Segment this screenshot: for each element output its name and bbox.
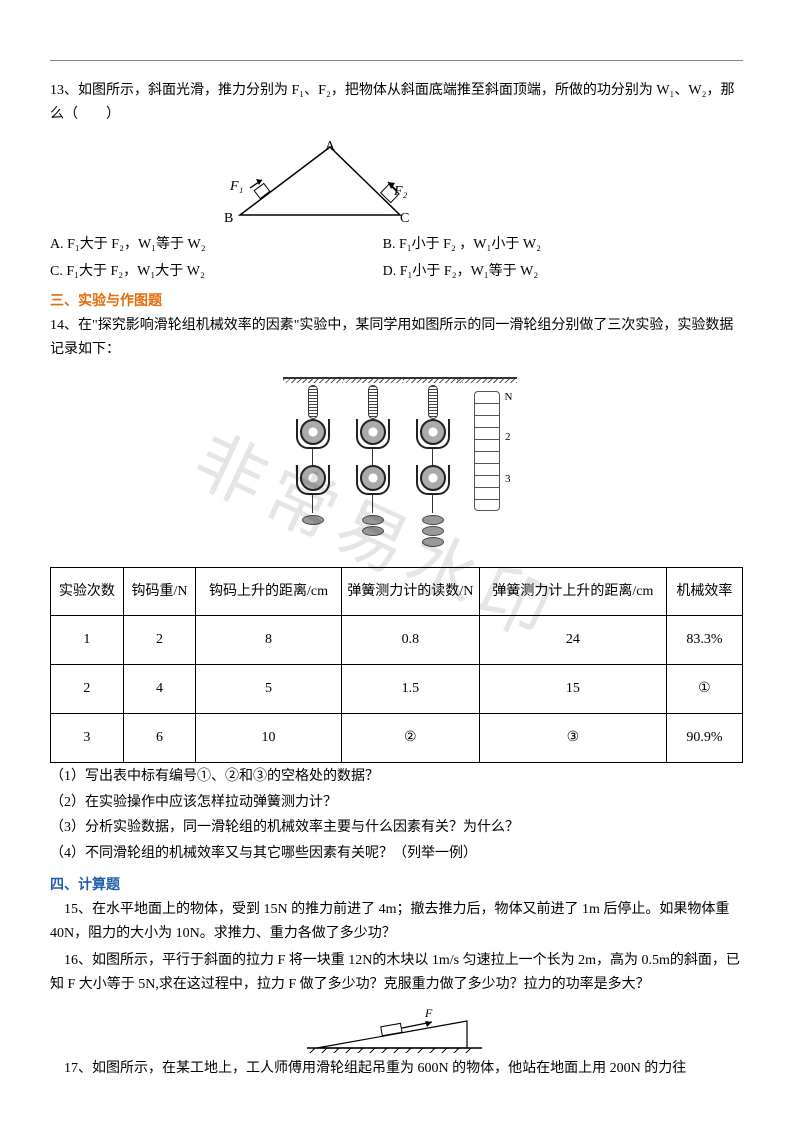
cell: 5 [196,665,341,714]
rope-2b [372,495,373,513]
th-4: 弹簧测力计上升的距离/cm [480,567,667,616]
rope-2 [372,449,373,467]
q13-options-row1: A. F₁大于 F₂，W₁等于 W₂ B. F₁小于 F₂ ，W₁小于 W₂ [50,233,743,257]
force-f1-label: F₁ [230,175,243,199]
cell: 3 [51,713,124,762]
cell: 10 [196,713,341,762]
rope-3 [432,449,433,467]
ruler-n: N [505,388,513,407]
spring-scale-1 [308,385,318,419]
q14-pulley-figure: N 2 3 [267,372,527,547]
ceiling-ruler [457,377,517,383]
th-3: 弹簧测力计的读数/N [341,567,479,616]
rope-1 [312,449,313,467]
cell: 2 [51,665,124,714]
pulley-setup-1 [287,377,339,547]
table-row: 1 2 8 0.8 24 83.3% [51,616,743,665]
ruler-unit: N 2 3 [467,377,507,547]
weights-2 [362,515,384,536]
ruler-2: 2 [505,428,511,447]
cell: 6 [123,713,196,762]
cell: 1 [51,616,124,665]
q14-sub4: （4）不同滑轮组的机械效率又与其它哪些因素有关呢？（列举一例） [50,842,743,866]
spring-scale-3 [428,385,438,419]
option-a: A. F₁大于 F₂，W₁等于 W₂ [50,233,383,257]
table-row: 3 6 10 ② ③ 90.9% [51,713,743,762]
question-13: 13、如图所示，斜面光滑，推力分别为 F₁、F₂，把物体从斜面底端推至斜面顶端，… [50,79,743,127]
cell: ② [341,713,479,762]
pulley-moving-3 [416,465,450,495]
ruler-3: 3 [505,470,511,489]
question-15: 15、在水平地面上的物体，受到 15N 的推力前进了 4m；撤去推力后，物体又前… [50,898,743,946]
pulley-fixed-3 [416,419,450,449]
weights-3 [422,515,444,547]
q14-sub2: （2）在实验操作中应该怎样拉动弹簧测力计？ [50,791,743,815]
ceiling-1 [283,377,343,383]
weights-1 [302,515,324,525]
q13-options-row2: C. F₁大于 F₂，W₁大于 W₂ D. F₁小于 F₂，W₁等于 W₂ [50,260,743,284]
pulley-fixed-2 [356,419,390,449]
section4-title: 四、计算题 [50,874,743,898]
pulley-setup-2 [347,377,399,547]
cell: 0.8 [341,616,479,665]
table-header-row: 实验次数 钩码重/N 钩码上升的距离/cm 弹簧测力计的读数/N 弹簧测力计上升… [51,567,743,616]
pulley-setup-3 [407,377,459,547]
cell: 2 [123,616,196,665]
vertex-c: C [400,207,409,231]
vertex-a: A [325,135,335,159]
th-0: 实验次数 [51,567,124,616]
pulley-moving-2 [356,465,390,495]
section3-title: 三、实验与作图题 [50,290,743,314]
question-17: 17、如图所示，在某工地上，工人师傅用滑轮组起吊重为 600N 的物体，他站在地… [50,1057,743,1081]
ceiling-3 [403,377,463,383]
th-1: 钩码重/N [123,567,196,616]
ceiling-2 [343,377,403,383]
page-top-rule [50,60,743,61]
vertex-b: B [224,207,233,231]
cell: ③ [480,713,667,762]
force-f-label: F [424,1006,433,1020]
question-16: 16、如图所示，平行于斜面的拉力 F 将一块重 12N的木块以 1m/s 匀速拉… [50,949,743,997]
pulley-moving-1 [296,465,330,495]
th-2: 钩码上升的距离/cm [196,567,341,616]
option-d: D. F₁小于 F₂，W₁等于 W₂ [383,260,743,284]
q14-sub3: （3）分析实验数据，同一滑轮组的机械效率主要与什么因素有关？为什么？ [50,816,743,840]
cell: 1.5 [341,665,479,714]
q14-sub1: （1）写出表中标有编号①、②和③的空格处的数据？ [50,765,743,789]
rope-1b [312,495,313,513]
question-14: 14、在"探究影响滑轮组机械效率的因素"实验中，某同学用如图所示的同一滑轮组分别… [50,314,743,362]
q14-data-table: 实验次数 钩码重/N 钩码上升的距离/cm 弹簧测力计的读数/N 弹簧测力计上升… [50,567,743,763]
cell: 8 [196,616,341,665]
cell: 90.9% [666,713,742,762]
cell: 83.3% [666,616,742,665]
spring-scale-2 [368,385,378,419]
table-row: 2 4 5 1.5 15 ① [51,665,743,714]
cell: 4 [123,665,196,714]
cell: 15 [480,665,667,714]
q13-triangle-figure: A B C F₁ F₂ [200,135,430,225]
rope-3b [432,495,433,513]
option-c: C. F₁大于 F₂，W₁大于 W₂ [50,260,383,284]
q16-incline-figure: F [297,1003,497,1053]
cell: 24 [480,616,667,665]
th-5: 机械效率 [666,567,742,616]
ruler-scale: N 2 3 [474,391,500,511]
pulley-fixed-1 [296,419,330,449]
force-f2-label: F₂ [394,180,407,204]
cell: ① [666,665,742,714]
option-b: B. F₁小于 F₂ ，W₁小于 W₂ [383,233,743,257]
